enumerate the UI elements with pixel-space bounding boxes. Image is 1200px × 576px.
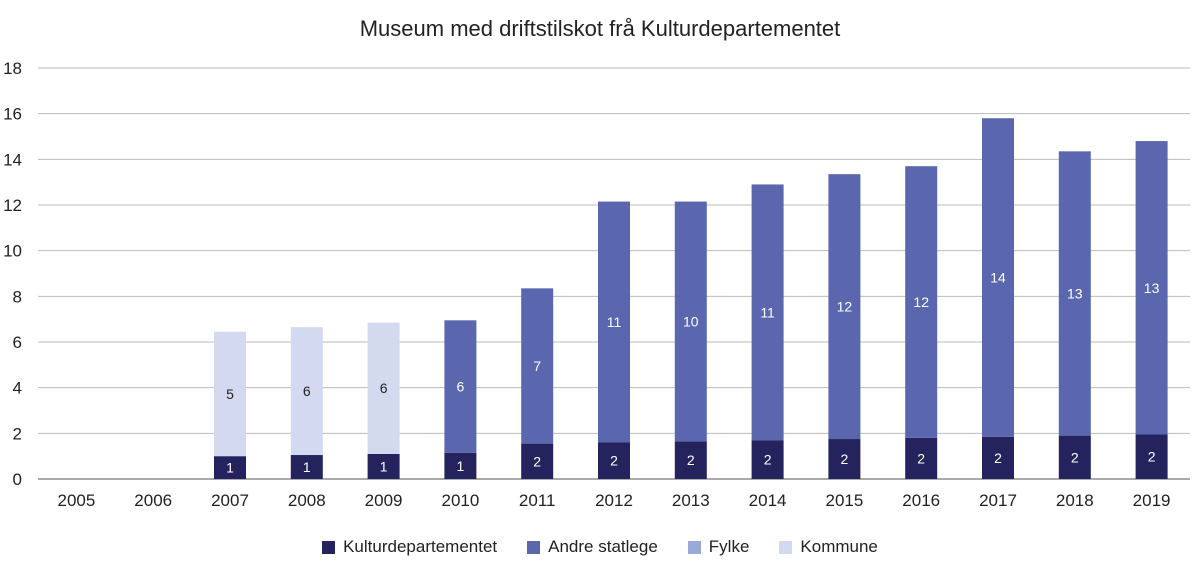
x-tick-label: 2011	[519, 491, 556, 510]
y-tick-label: 12	[3, 196, 22, 215]
data-label: 2	[764, 452, 772, 468]
bar-segment	[1135, 434, 1168, 479]
bar-segment	[367, 453, 400, 479]
data-label: 11	[760, 304, 775, 320]
x-tick-label: 2007	[211, 491, 249, 510]
data-label: 1	[303, 459, 311, 475]
bar-segment	[982, 118, 1014, 437]
legend: Kulturdepartementet Andre statlege Fylke Ko…	[0, 537, 1200, 557]
legend-swatch	[527, 540, 541, 554]
y-tick-label: 2	[13, 424, 22, 443]
data-label: 1	[226, 460, 234, 476]
x-tick-label: 2014	[749, 491, 787, 510]
y-tick-label: 10	[3, 242, 22, 261]
legend-label: Kulturdepartementet	[343, 537, 498, 556]
x-tick-label: 2008	[288, 491, 326, 510]
legend-swatch	[687, 540, 701, 554]
chart-title: Museum med driftstilskot frå Kulturdepar…	[359, 16, 841, 41]
x-tick-label: 2006	[134, 491, 172, 510]
legend-item: Kommune	[779, 537, 878, 557]
data-label: 2	[610, 453, 618, 469]
y-tick-label: 14	[3, 150, 22, 169]
legend-item: Andre statlege	[527, 537, 658, 557]
y-tick-label: 8	[13, 287, 22, 306]
bar-segment	[214, 456, 246, 479]
x-tick-label: 2017	[979, 491, 1017, 510]
data-label: 5	[226, 386, 234, 402]
data-label: 2	[1071, 449, 1079, 465]
data-label: 2	[841, 451, 849, 467]
x-tick-label: 2012	[595, 491, 633, 510]
legend-swatch	[322, 540, 336, 554]
data-label: 2	[533, 453, 541, 469]
bar-segment	[751, 184, 784, 441]
bar-segment	[1058, 435, 1091, 479]
x-tick-label: 2013	[672, 491, 710, 510]
bar-segment	[674, 201, 707, 442]
bar-segment	[214, 331, 246, 457]
data-label: 2	[917, 450, 925, 466]
y-tick-label: 0	[13, 470, 22, 489]
data-label: 12	[837, 299, 853, 315]
data-label: 2	[994, 450, 1002, 466]
data-label: 10	[683, 313, 699, 329]
legend-swatch	[779, 540, 793, 554]
data-label: 13	[1144, 280, 1160, 296]
data-label: 6	[303, 383, 311, 399]
data-label: 1	[380, 458, 388, 474]
bar-segment	[290, 455, 323, 479]
y-tick-label: 4	[13, 379, 22, 398]
data-label: 6	[457, 379, 465, 395]
x-tick-label: 2019	[1133, 491, 1171, 510]
bar-segment	[290, 327, 323, 456]
x-tick-label: 2010	[441, 491, 479, 510]
bar-segment	[598, 201, 630, 443]
bar-segment	[444, 320, 477, 453]
x-tick-label: 2018	[1056, 491, 1094, 510]
legend-item: Kulturdepartementet	[322, 537, 497, 557]
data-label: 7	[533, 358, 541, 374]
bar-segment	[1058, 151, 1091, 436]
bar-segment	[521, 443, 554, 479]
bar-segment	[905, 166, 938, 438]
bar-segment	[905, 437, 938, 479]
bar-segment	[828, 439, 861, 479]
legend-label: Fylke	[708, 537, 750, 556]
data-label: 1	[457, 458, 465, 474]
data-label: 2	[1148, 449, 1156, 465]
data-label: 11	[607, 314, 622, 330]
legend-label: Kommune	[800, 537, 878, 556]
legend-item: Fylke	[687, 537, 750, 557]
bar-segment	[1135, 141, 1168, 435]
bar-segment	[444, 452, 477, 479]
data-label: 6	[380, 380, 388, 396]
bar-segment	[828, 174, 861, 440]
data-label: 2	[687, 452, 695, 468]
bar-segment	[598, 442, 630, 479]
data-label: 14	[990, 269, 1006, 285]
x-tick-label: 2015	[825, 491, 863, 510]
bar-segment	[367, 322, 400, 454]
bar-segment	[751, 440, 784, 479]
data-label: 13	[1067, 285, 1083, 301]
x-tick-label: 2009	[365, 491, 403, 510]
bar-segment	[982, 436, 1014, 479]
y-tick-label: 6	[13, 333, 22, 352]
data-label: 12	[913, 294, 929, 310]
y-tick-label: 18	[3, 59, 22, 78]
x-tick-label: 2005	[57, 491, 95, 510]
bar-segment	[521, 288, 554, 444]
bar-segment	[674, 441, 707, 479]
legend-label: Andre statlege	[548, 537, 658, 556]
y-tick-label: 16	[3, 105, 22, 124]
x-tick-label: 2016	[902, 491, 940, 510]
